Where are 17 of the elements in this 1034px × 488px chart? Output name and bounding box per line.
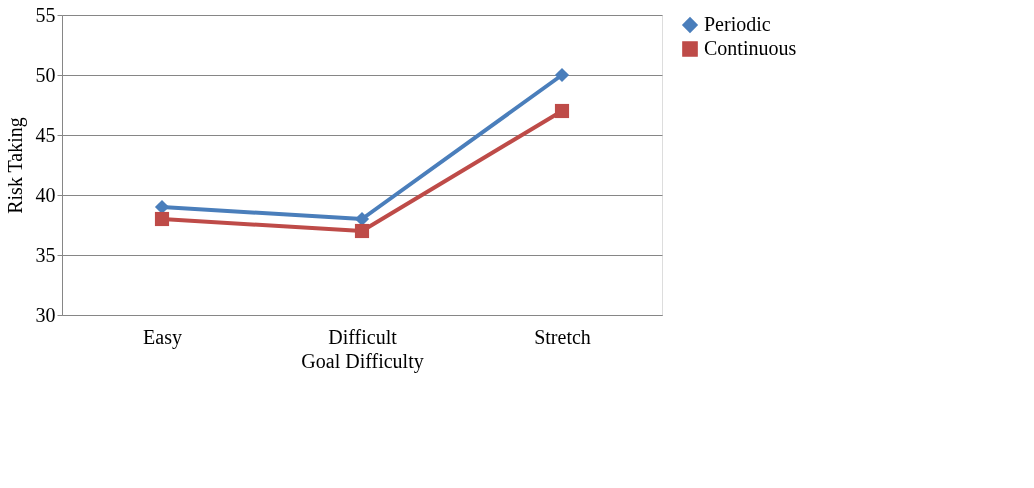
y-tick-label: 45	[35, 123, 56, 146]
x-tick-label: Stretch	[534, 325, 591, 348]
legend-label: Periodic	[704, 13, 771, 35]
y-tick-label: 55	[35, 3, 56, 26]
legend-label: Continuous	[704, 37, 797, 59]
x-axis-title: Goal Difficulty	[301, 349, 424, 373]
point	[354, 223, 370, 239]
point	[554, 67, 570, 83]
y-tick-label: 50	[35, 63, 56, 86]
x-tick-label: Difficult	[328, 325, 398, 348]
point	[554, 103, 570, 119]
point	[154, 211, 170, 227]
x-tick-label: Easy	[143, 325, 182, 349]
y-tick-label: 30	[35, 303, 56, 326]
y-axis-title: Risk Taking	[3, 117, 27, 214]
y-tick-label: 40	[35, 183, 56, 206]
y-tick-label: 35	[35, 243, 56, 266]
